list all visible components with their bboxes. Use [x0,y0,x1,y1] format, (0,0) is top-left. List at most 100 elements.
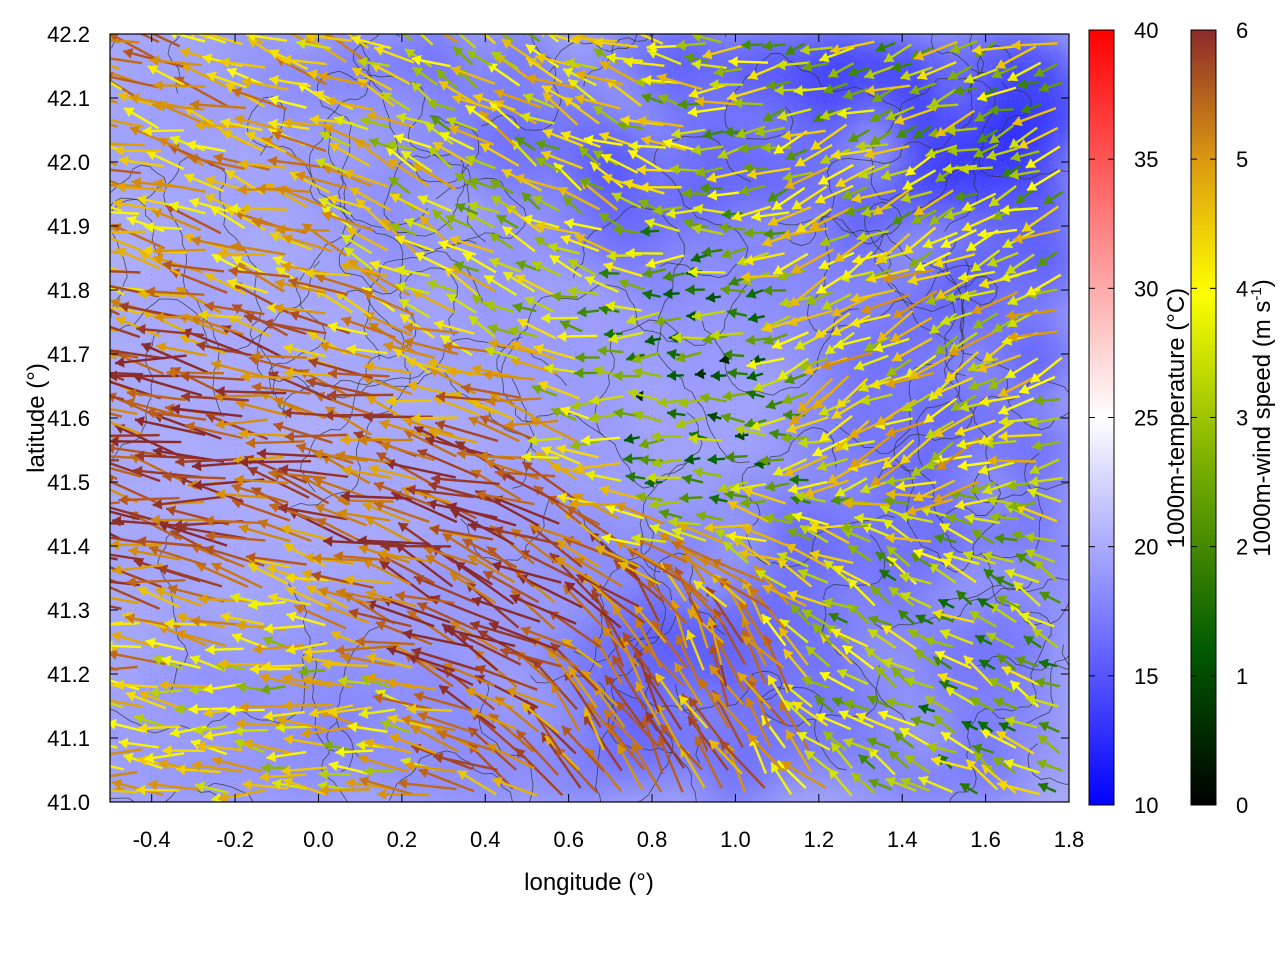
wind-vector [139,34,160,44]
wind-vector [784,148,808,161]
wind-vector [226,278,269,294]
wind-vector [1025,273,1062,297]
wind-vector [355,636,415,648]
wind-vector [793,85,830,96]
temperature-cell [1012,160,1057,206]
wind-vector [359,116,390,129]
wind-vector [535,139,560,151]
wind-vector [424,435,494,458]
temperature-colorbar-tick-label: 10 [1134,793,1158,818]
wind-vector [289,310,351,335]
wind-vector [110,211,140,215]
wind-vector [910,715,936,727]
wind-vector [340,234,373,255]
wind-vector [386,645,456,672]
wind-vector [944,351,979,383]
wind-vector [835,377,869,410]
wind-vector [110,349,165,360]
wind-vector [263,710,305,722]
wind-vector [728,56,769,68]
wind-vector [501,225,536,253]
contour-line [389,750,513,802]
wind-vector [699,182,723,194]
y-tick-label: 42.0 [47,150,90,175]
wind-vector [812,437,849,457]
wind-vector [998,721,1016,732]
wind-vector [880,167,914,181]
wind-vector [583,134,623,147]
wind-vector [675,39,707,51]
wind-vector [555,539,600,568]
wind-vector [790,603,811,626]
wind-vector [688,83,729,99]
wind-vector [791,185,828,211]
temperature-cell [783,46,831,95]
contour-line [352,34,480,184]
wind-colorbar-tick-label: 6 [1236,18,1248,43]
temperature-cell [383,235,419,272]
wind-vector [231,87,288,111]
wind-vector [830,40,875,55]
wind-vector [428,427,478,444]
wind-vector [235,262,285,293]
wind-vector [780,432,809,444]
wind-vector [678,694,709,729]
wind-vector [305,377,370,396]
wind-vector [726,85,769,102]
wind-vector [780,227,828,241]
wind-vector [961,192,997,212]
wind-vector [317,71,368,87]
temperature-cell [155,280,197,322]
wind-vector [1029,356,1063,384]
wind-vector [863,65,895,80]
wind-vector [1026,487,1062,503]
wind-vector [295,171,348,190]
wind-vector [175,764,221,776]
wind-vector [273,421,333,444]
wind-vector [493,525,559,546]
wind-vector [611,604,645,649]
wind-vector [110,770,138,778]
wind-vector [961,720,979,731]
wind-vector [388,176,411,195]
wind-vector [905,498,953,516]
wind-vector [540,150,584,170]
temperature-cell [310,96,354,140]
wind-vector [961,212,1001,232]
wind-vector [140,342,208,374]
wind-vector [314,272,371,294]
wind-vector [362,290,415,317]
wind-vector [114,145,161,157]
wind-vector [273,302,326,315]
contour-line [674,670,783,713]
wind-vector [645,254,685,269]
wind-vector [211,253,247,274]
wind-vector [268,468,327,480]
contour-line [1027,644,1069,785]
wind-vector [837,107,875,119]
wind-vector [603,328,623,340]
wind-vector [781,392,809,405]
wind-vector [187,153,245,170]
wind-vector [322,740,350,752]
wind-vector [311,570,374,589]
wind-vector [945,289,977,303]
wind-vector [745,288,764,299]
wind-vector [540,445,581,465]
wind-vector [495,214,519,230]
wind-vector [589,394,624,406]
wind-vector [240,203,288,215]
wind-vector [889,316,933,343]
temperature-cell [985,34,1027,58]
wind-vector [627,149,664,172]
wind-vector [389,193,430,216]
temperature-cell [409,124,448,163]
temperature-cell [696,316,729,349]
wind-vector [283,367,332,379]
wind-vector [883,495,910,507]
wind-vector [488,621,557,651]
wind-vector [419,214,456,251]
wind-vector [268,592,311,606]
wind-vector [512,302,537,313]
wind-vector [876,309,914,343]
